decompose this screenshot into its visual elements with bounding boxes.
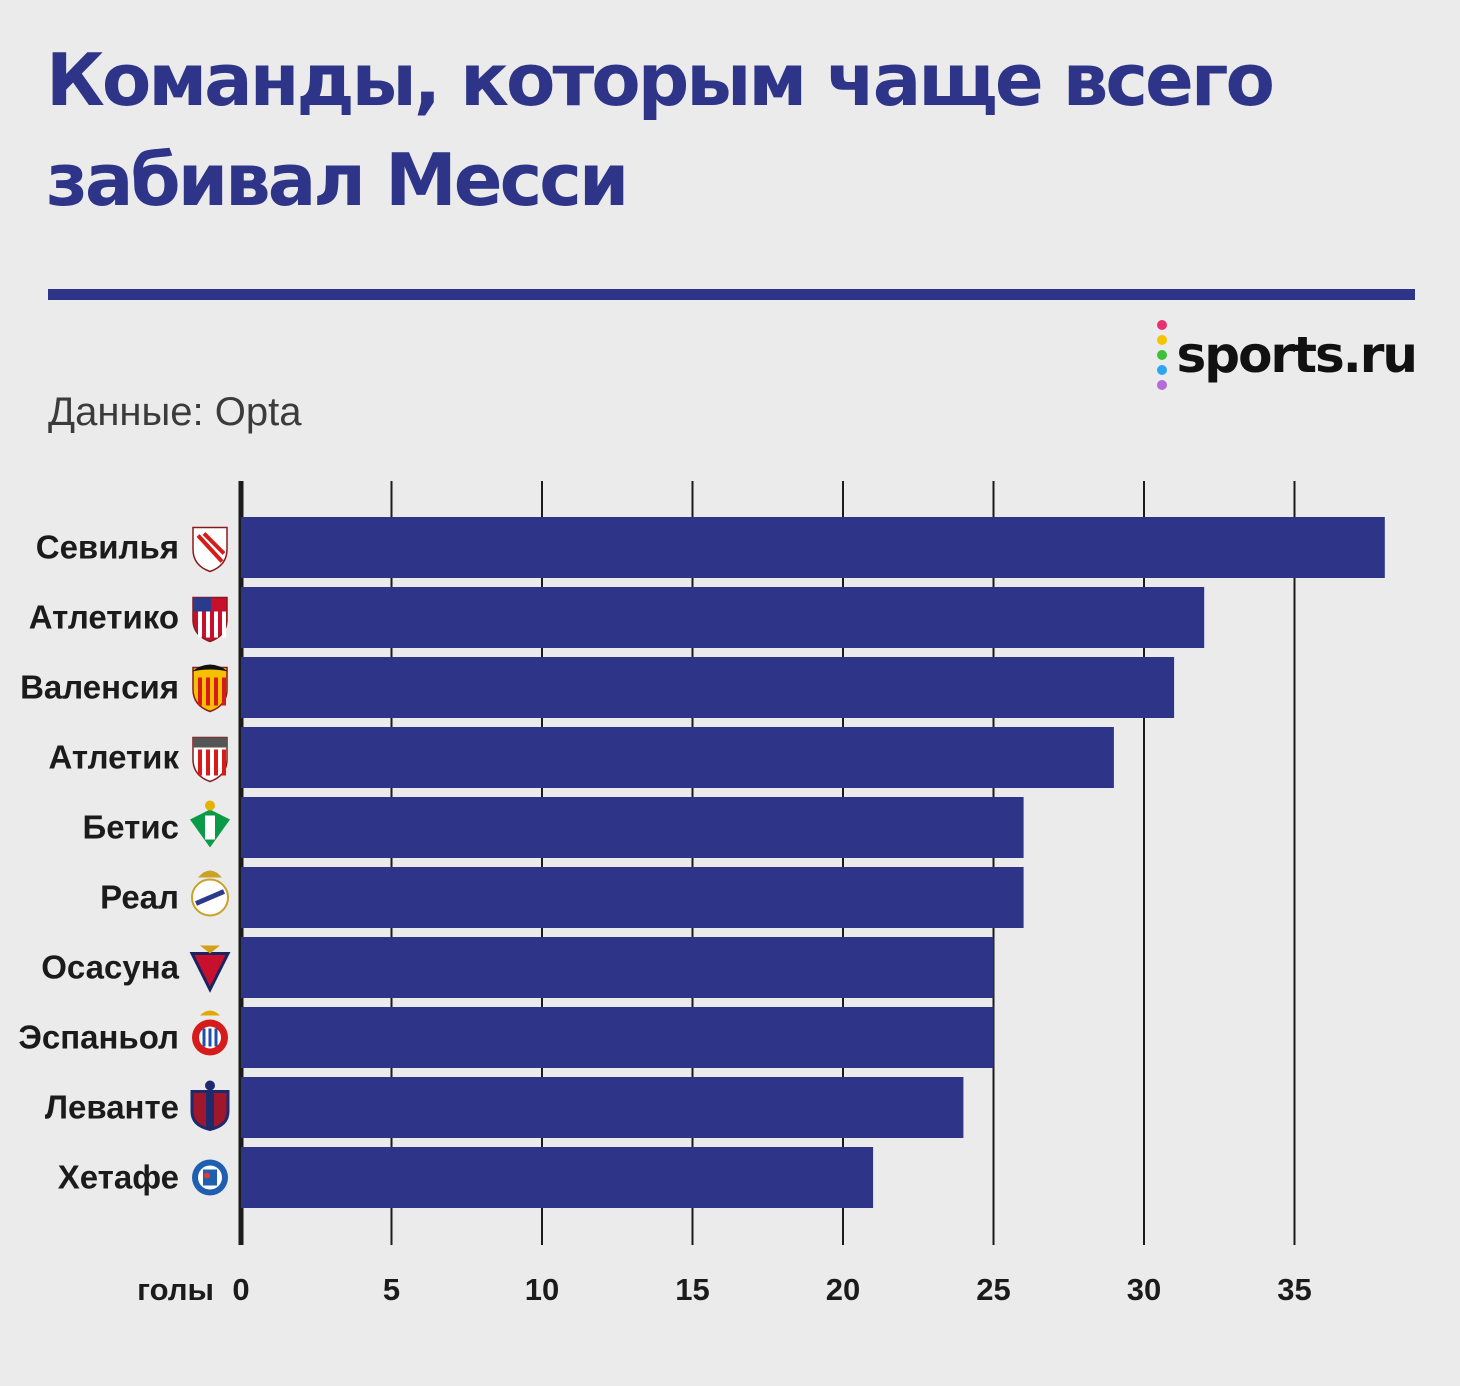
brand-dots-icon	[1156, 320, 1167, 390]
brand-name: sports.ru	[1176, 326, 1418, 384]
x-tick-label: 30	[1127, 1272, 1161, 1307]
bar	[241, 1077, 964, 1138]
bar	[241, 1147, 874, 1208]
getafe-crest-icon	[192, 1159, 228, 1196]
category-label: Валенсия	[20, 669, 179, 706]
category-label: Атлетик	[48, 739, 179, 776]
brand-dot	[1156, 320, 1167, 330]
x-tick-label: 15	[675, 1272, 709, 1307]
category-label: Севилья	[36, 529, 179, 566]
category-labels: Севилья Атлетико Валенсия Атлетик Бетис Реал О…	[18, 529, 179, 1196]
valencia-crest-icon	[192, 664, 228, 713]
bar	[241, 727, 1114, 788]
category-label: Бетис	[83, 809, 179, 846]
category-label: Хетафе	[58, 1159, 179, 1196]
brand-dot	[1156, 365, 1167, 375]
category-label: Атлетико	[29, 599, 179, 636]
bar	[241, 587, 1205, 648]
athletic-crest-icon	[192, 736, 228, 783]
x-tick-label: 20	[826, 1272, 860, 1307]
category-label: Леванте	[45, 1089, 179, 1126]
betis-crest-icon	[190, 800, 230, 848]
category-label: Эспаньол	[18, 1019, 179, 1056]
x-tick-label: 10	[525, 1272, 559, 1307]
bar	[241, 937, 994, 998]
bar	[241, 867, 1024, 928]
data-source: Данные: Opta	[48, 390, 302, 434]
bar	[241, 797, 1024, 858]
team-crests	[189, 526, 231, 1196]
brand-dot	[1156, 350, 1167, 360]
sevilla-crest-icon	[192, 526, 228, 573]
title-divider	[48, 289, 1415, 300]
real-madrid-crest-icon	[191, 870, 229, 917]
x-tick-label: 5	[383, 1272, 400, 1307]
x-tick-label: 25	[976, 1272, 1010, 1307]
x-axis-ticks: 0 5 10 15 20 25 30 35 голы	[137, 1272, 1312, 1307]
brand-dot	[1156, 335, 1167, 345]
levante-crest-icon	[190, 1080, 230, 1132]
x-axis-label: голы	[137, 1272, 214, 1307]
category-label: Осасуна	[41, 949, 179, 986]
chart-title: Команды, которым чаще всего забивал Месс…	[46, 38, 1275, 222]
x-tick-label: 0	[232, 1272, 249, 1307]
atletico-crest-icon	[192, 596, 228, 643]
x-tick-label: 35	[1277, 1272, 1311, 1307]
bar	[241, 657, 1175, 718]
osasuna-crest-icon	[189, 945, 231, 993]
bar	[241, 517, 1385, 578]
category-label: Реал	[100, 879, 179, 916]
bars	[241, 517, 1385, 1208]
brand-logo: sports.ru	[1156, 320, 1418, 390]
brand-dot	[1156, 380, 1167, 390]
espanyol-crest-icon	[192, 1010, 228, 1056]
bar	[241, 1007, 994, 1068]
